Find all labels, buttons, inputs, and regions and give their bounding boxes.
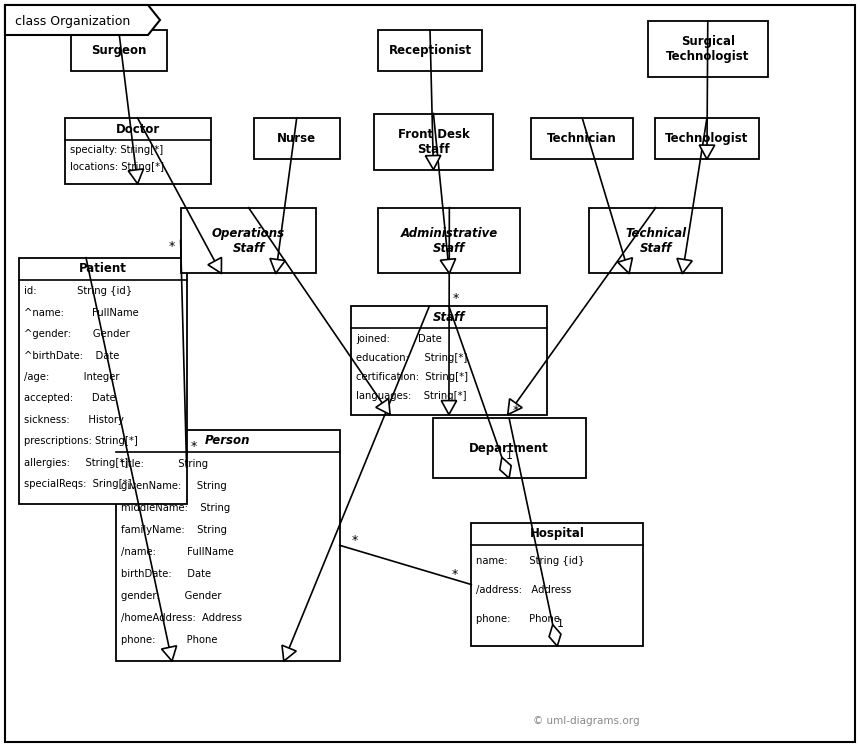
Text: certification:  String[*]: certification: String[*]: [356, 372, 468, 382]
Text: locations: String[*]: locations: String[*]: [70, 162, 163, 172]
Polygon shape: [208, 258, 222, 273]
Text: ^gender:       Gender: ^gender: Gender: [24, 329, 130, 339]
Text: *: *: [190, 440, 196, 453]
Bar: [254, 118, 340, 159]
Polygon shape: [507, 399, 522, 415]
Text: Surgical
Technologist: Surgical Technologist: [666, 35, 749, 63]
Text: Department: Department: [470, 441, 549, 455]
Bar: [433, 418, 586, 478]
Text: Person: Person: [206, 434, 250, 447]
Text: Technical
Staff: Technical Staff: [625, 226, 686, 255]
Text: sickness:      History: sickness: History: [24, 415, 124, 425]
Polygon shape: [617, 258, 632, 273]
Text: class Organization: class Organization: [15, 14, 130, 28]
Text: Hospital: Hospital: [530, 527, 585, 540]
Text: specialty: String[*]: specialty: String[*]: [70, 145, 163, 155]
Text: middleName:    String: middleName: String: [121, 503, 230, 512]
Polygon shape: [426, 155, 441, 170]
Text: ^name:         FullName: ^name: FullName: [24, 308, 138, 318]
Bar: [181, 208, 316, 273]
Text: phone:      Phone: phone: Phone: [476, 614, 560, 624]
Text: Operations
Staff: Operations Staff: [212, 226, 286, 255]
Bar: [374, 114, 493, 170]
Text: *: *: [513, 404, 519, 418]
Text: *: *: [352, 533, 358, 547]
Text: education:     String[*]: education: String[*]: [356, 353, 467, 363]
Text: Technician: Technician: [547, 132, 617, 145]
Text: Technologist: Technologist: [666, 132, 748, 145]
Text: name:       String {id}: name: String {id}: [476, 556, 585, 565]
Text: gender:        Gender: gender: Gender: [121, 591, 222, 601]
Bar: [71, 30, 167, 71]
Text: 1: 1: [506, 451, 513, 462]
Text: id:             String {id}: id: String {id}: [24, 287, 132, 297]
Text: /age:           Integer: /age: Integer: [24, 372, 120, 382]
Bar: [378, 208, 520, 273]
Bar: [116, 430, 340, 661]
Text: Nurse: Nurse: [277, 132, 316, 145]
Text: *: *: [169, 240, 175, 253]
Polygon shape: [677, 258, 692, 273]
Polygon shape: [441, 400, 457, 415]
Bar: [378, 30, 482, 71]
Text: Surgeon: Surgeon: [91, 44, 146, 57]
Text: familyName:    String: familyName: String: [121, 525, 227, 535]
Polygon shape: [128, 169, 144, 184]
Polygon shape: [699, 145, 715, 159]
Polygon shape: [162, 646, 176, 661]
Text: © uml-diagrams.org: © uml-diagrams.org: [533, 716, 640, 726]
Text: specialReqs:  Sring[*]: specialReqs: Sring[*]: [24, 479, 132, 489]
Text: prescriptions: String[*]: prescriptions: String[*]: [24, 436, 138, 446]
Polygon shape: [376, 399, 390, 415]
Bar: [19, 258, 187, 504]
Bar: [471, 523, 643, 646]
Bar: [589, 208, 722, 273]
Text: languages:    String[*]: languages: String[*]: [356, 391, 466, 401]
Bar: [655, 118, 759, 159]
Polygon shape: [5, 5, 160, 35]
Text: joined:         Date: joined: Date: [356, 334, 442, 344]
Text: birthDate:     Date: birthDate: Date: [121, 569, 212, 579]
Text: phone:          Phone: phone: Phone: [121, 635, 218, 645]
Text: 1: 1: [556, 619, 564, 629]
Text: Administrative
Staff: Administrative Staff: [401, 226, 498, 255]
Bar: [531, 118, 633, 159]
Bar: [648, 21, 768, 77]
Text: ^birthDate:    Date: ^birthDate: Date: [24, 350, 120, 361]
Text: /address:   Address: /address: Address: [476, 585, 572, 595]
Text: allergies:     String[*]: allergies: String[*]: [24, 457, 128, 468]
Text: /homeAddress:  Address: /homeAddress: Address: [121, 613, 243, 623]
Polygon shape: [282, 645, 296, 661]
Text: /name:          FullName: /name: FullName: [121, 547, 234, 557]
Text: Doctor: Doctor: [115, 123, 160, 135]
Bar: [351, 306, 547, 415]
Bar: [64, 118, 211, 184]
Text: Staff: Staff: [433, 311, 465, 323]
Text: *: *: [453, 292, 459, 306]
Polygon shape: [270, 258, 286, 273]
Polygon shape: [500, 457, 511, 478]
Text: Patient: Patient: [79, 262, 126, 275]
Polygon shape: [440, 258, 456, 273]
Text: accepted:      Date: accepted: Date: [24, 394, 115, 403]
Text: Receptionist: Receptionist: [389, 44, 471, 57]
Text: Front Desk
Staff: Front Desk Staff: [397, 128, 470, 155]
Text: givenName:     String: givenName: String: [121, 481, 227, 491]
Text: *: *: [452, 568, 458, 581]
Text: title:           String: title: String: [121, 459, 208, 468]
Polygon shape: [549, 624, 561, 646]
